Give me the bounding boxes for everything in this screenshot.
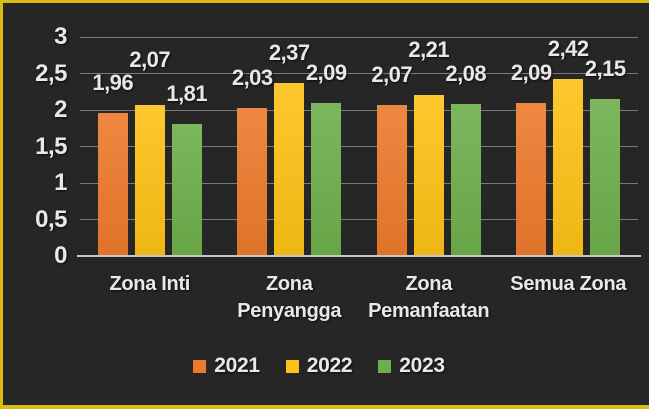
category-label: Zona Pemanfaatan [368,273,490,322]
bar-2023-zona-pemanfaatan [450,104,481,255]
legend-swatch-2023 [378,359,392,373]
bar-value-label: 2,37 [268,39,310,65]
legend-swatch-2022 [285,359,299,373]
bar-value-label: 2,07 [371,61,413,87]
bar-2023-zona-penyangga [311,103,342,255]
bar-value-label: 2,09 [305,60,347,86]
bar-value-label: 2,07 [129,46,171,72]
legend-label-2021: 2021 [214,354,260,377]
gridline [80,146,638,147]
gridline [80,73,638,74]
bar-value-label: 2,09 [510,60,552,86]
bar-value-label: 2,21 [408,36,450,62]
bar-2022-zona-inti [134,104,165,255]
bar-2021-zona-penyangga [237,107,268,255]
category-label: Zona Inti [109,273,191,295]
legend-swatch-2021 [193,359,207,373]
bar-2021-zona-inti [97,112,128,255]
y-axis-tick-label: 0,5 [35,205,67,233]
legend-label-2023: 2023 [399,354,445,377]
gridline [80,36,638,38]
x-axis-line [77,255,641,257]
bar-value-label: 2,08 [445,61,487,87]
y-axis-tick-label: 1 [54,169,67,196]
bar-value-label: 2,15 [584,56,626,82]
chart-legend: 2021 2022 2023 [3,354,635,378]
bar-2021-zona-pemanfaatan [376,104,407,255]
bar-value-label: 2,42 [547,36,589,62]
legend-item-2022: 2022 [285,354,353,378]
bar-value-label: 2,03 [231,64,273,90]
bar-value-label: 1,96 [92,69,134,95]
y-axis-tick-label: 1,5 [35,132,67,160]
bar-2023-zona-inti [171,123,202,255]
legend-label-2022: 2022 [306,354,353,377]
bar-value-label: 1,81 [166,80,208,106]
y-axis-tick-label: 0 [54,242,67,269]
gridline [80,182,638,184]
bar-2021-semua-zona [516,103,547,255]
y-axis-tick-label: 2,5 [35,59,67,87]
legend-item-2021: 2021 [193,354,260,378]
bar-2023-semua-zona [590,99,621,255]
category-label: Semua Zona [510,273,627,295]
bar-2022-semua-zona [553,79,584,255]
gridline [80,219,638,220]
category-label: Zona Penyangga [237,273,342,322]
y-axis-tick-label: 3 [54,23,67,50]
bar-2022-zona-pemanfaatan [413,94,444,255]
y-axis-tick-label: 2 [54,96,67,123]
bar-2022-zona-penyangga [274,82,305,255]
legend-item-2023: 2023 [378,354,445,378]
gridline [80,109,638,111]
